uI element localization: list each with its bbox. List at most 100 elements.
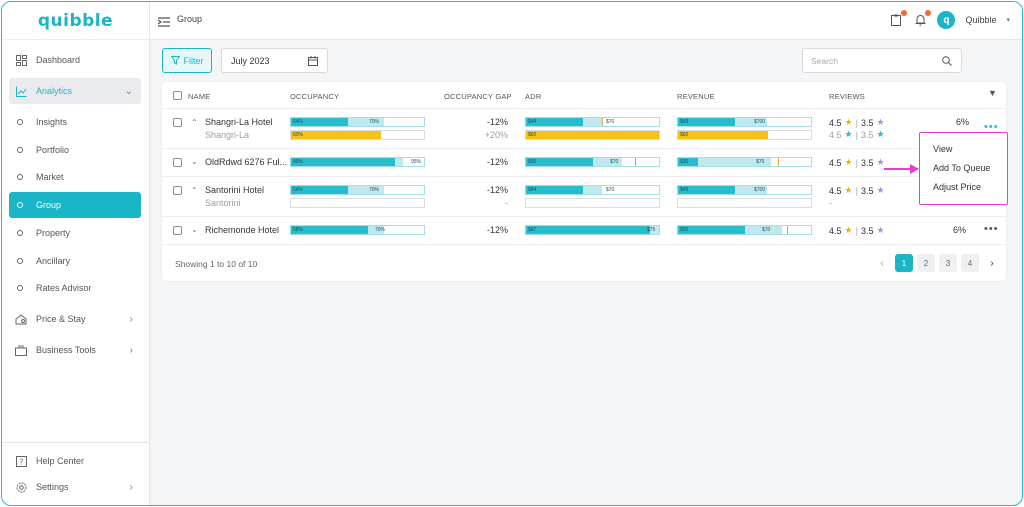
row-checkbox[interactable]	[173, 158, 182, 167]
bar-fill	[678, 131, 769, 139]
percentage-value: 6%	[956, 117, 970, 127]
search-icon[interactable]	[942, 56, 952, 68]
page-button[interactable]: 2	[917, 254, 935, 272]
column-header-occupancy[interactable]: OCCUPANCY	[290, 92, 340, 101]
hotel-name[interactable]: OldRdwd 6276 Ful...	[205, 157, 288, 167]
menu-item-view[interactable]: View	[933, 144, 953, 154]
prev-page-icon[interactable]: ‹	[880, 257, 884, 269]
reviews-rating: 4.5 ★ | 3.5 ★	[829, 117, 885, 128]
briefcase-icon	[14, 343, 28, 357]
bar-value: 64%	[293, 119, 304, 125]
bar-compare-value: 95%	[411, 159, 422, 165]
more-options-icon[interactable]: •••	[984, 121, 999, 133]
row-checkbox[interactable]	[173, 186, 182, 195]
bullet-icon	[17, 202, 23, 208]
page-button[interactable]: 4	[961, 254, 979, 272]
menu-item-add-to-queue[interactable]: Add To Queue	[933, 163, 991, 173]
annotation-arrow	[884, 168, 918, 170]
bar-compare-value: 70%	[375, 227, 386, 233]
sidebar-item-ancillary[interactable]: Ancillary	[9, 248, 141, 274]
hotel-name[interactable]: Richemonde Hotel	[205, 225, 280, 235]
occupancy-gap: -12%	[486, 185, 508, 195]
select-all-checkbox[interactable]	[173, 91, 182, 100]
rating-value: 3.5	[860, 117, 874, 128]
sidebar-item-dashboard[interactable]: Dashboard	[9, 47, 141, 73]
sidebar-item-settings[interactable]: Settings ›	[9, 474, 141, 500]
bar-value: 58%	[293, 227, 304, 233]
bar-fill	[678, 226, 745, 234]
sidebar-item-rates-advisor[interactable]: Rates Advisor	[9, 275, 141, 301]
bar-fill	[291, 226, 369, 234]
sidebar-item-portfolio[interactable]: Portfolio	[9, 137, 141, 163]
bar-value: 64%	[293, 187, 304, 193]
chevron-down-icon[interactable]: ▾	[1006, 17, 1010, 24]
menu-collapse-icon[interactable]	[157, 14, 170, 32]
sidebar-item-label: Settings	[36, 482, 69, 492]
sidebar-item-label: Dashboard	[36, 55, 81, 65]
occupancy-gap: -12%	[486, 117, 508, 127]
occupancy-bar-sub: 60%	[290, 130, 425, 140]
chevron-up-icon[interactable]: ⌃	[191, 186, 198, 195]
bar-fill	[291, 186, 349, 194]
dashboard-icon	[14, 53, 28, 67]
help-icon: ?	[14, 454, 28, 468]
chevron-down-icon[interactable]: ⌄	[191, 157, 198, 166]
sidebar-item-label: Help Center	[36, 456, 85, 466]
user-name[interactable]: Quibble	[965, 15, 997, 25]
calendar-icon	[308, 56, 318, 68]
bell-icon[interactable]	[913, 10, 932, 27]
bar-compare-fill	[678, 158, 772, 166]
sidebar-item-market[interactable]: Market	[9, 164, 141, 190]
filter-icon	[170, 56, 180, 65]
occupancy-gap-sub: +20%	[484, 130, 508, 140]
row-checkbox[interactable]	[173, 118, 182, 127]
column-options-icon[interactable]: ▼	[988, 88, 998, 98]
month-picker[interactable]: July 2023	[221, 48, 328, 73]
column-header-name[interactable]: NAME	[188, 92, 211, 101]
menu-item-adjust-price[interactable]: Adjust Price	[933, 182, 982, 192]
column-header-adr[interactable]: ADR	[525, 92, 542, 101]
page-button[interactable]: 1	[895, 254, 913, 272]
column-header-occupancy-gap[interactable]: OCCUPANCY GAP	[444, 92, 512, 101]
sidebar-item-group[interactable]: Group	[9, 192, 141, 218]
sidebar-item-property[interactable]: Property	[9, 220, 141, 246]
row-checkbox[interactable]	[173, 226, 182, 235]
hotel-name[interactable]: Santorini Hotel	[205, 185, 265, 195]
sidebar-footer	[2, 442, 150, 443]
sidebar-item-help-center[interactable]: ? Help Center	[9, 448, 141, 474]
column-header-reviews[interactable]: REVIEWS	[829, 92, 865, 101]
sidebar-item-analytics[interactable]: Analytics ⌄	[9, 78, 141, 104]
bullet-icon	[17, 285, 23, 291]
search-input[interactable]: Search	[802, 48, 962, 73]
sidebar-item-business-tools[interactable]: Business Tools ›	[9, 337, 141, 363]
chevron-up-icon[interactable]: ⌃	[191, 118, 198, 127]
percentage-value: 6%	[953, 225, 967, 235]
chevron-down-icon[interactable]: ⌄	[191, 225, 198, 234]
page-button[interactable]: 3	[939, 254, 957, 272]
bar-compare-value: $70	[756, 159, 765, 165]
occupancy-bar: 80% 95%	[290, 157, 425, 167]
revenue-bar-sub: $60	[677, 130, 812, 140]
star-icon: ★	[844, 129, 853, 139]
star-icon: ★	[844, 225, 853, 235]
next-page-icon[interactable]: ›	[990, 257, 994, 269]
rating-value: 3.5	[860, 129, 874, 140]
clipboard-icon[interactable]	[889, 10, 908, 27]
chart-line-icon	[14, 84, 28, 98]
pagination: ‹ 1 2 3 4 ›	[873, 254, 1001, 272]
column-header-revenue[interactable]: REVENUE	[677, 92, 715, 101]
hotel-name[interactable]: Shangri-La Hotel	[205, 117, 273, 127]
bar-value: $60	[680, 132, 689, 138]
sidebar-item-insights[interactable]: Insights	[9, 109, 141, 135]
sidebar-item-price-stay[interactable]: Price & Stay ›	[9, 306, 141, 332]
occupancy-bar: 64% 70%	[290, 185, 425, 195]
sidebar-item-label: Portfolio	[36, 145, 70, 155]
avatar[interactable]: q	[937, 11, 956, 29]
brand-logo[interactable]: quibble	[2, 2, 149, 40]
more-options-icon[interactable]: •••	[984, 223, 999, 235]
row-divider	[162, 148, 1006, 149]
filter-button[interactable]: Filter	[162, 48, 212, 73]
bar-value: $44	[528, 187, 537, 193]
revenue-bar: $50 $70	[677, 225, 812, 235]
